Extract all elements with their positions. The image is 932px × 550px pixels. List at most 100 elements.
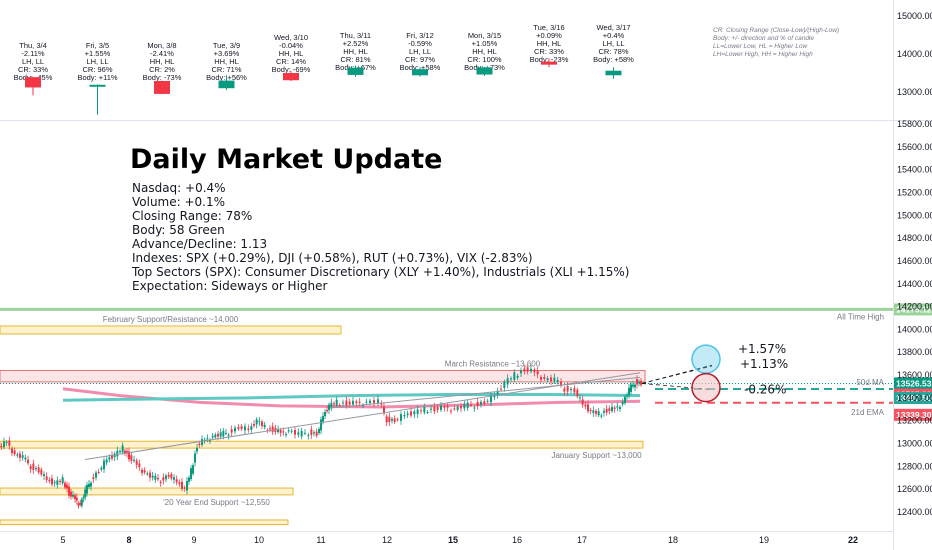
- price-candle-body: [540, 377, 542, 380]
- page-title: Daily Market Update: [130, 144, 442, 175]
- price-candle-body: [576, 389, 579, 397]
- ema21-price-tag-label: 13339.30: [896, 410, 932, 420]
- day-summary-line: Mon, 3/8: [147, 41, 176, 50]
- price-candle-body: [516, 375, 519, 378]
- price-tick-label: 14200.00: [897, 302, 932, 312]
- price-candle-body: [300, 430, 303, 437]
- price-candle-body: [116, 450, 119, 457]
- price-candle-body: [53, 482, 56, 484]
- trend-line: [329, 376, 641, 409]
- price-candle-body: [151, 475, 154, 478]
- all-time-high-price-tag: [894, 303, 932, 316]
- price-zone: [0, 369, 646, 383]
- price-candle-body: [48, 480, 51, 482]
- price-candle-body: [29, 466, 32, 470]
- price-tick-label: 15000.00: [897, 11, 932, 21]
- price-candle-body: [203, 439, 206, 441]
- price-candle-body: [476, 401, 479, 407]
- price-candle-body: [383, 406, 385, 414]
- price-candle-body: [315, 431, 318, 436]
- price-candle-body: [227, 434, 230, 436]
- price-candle-body: [563, 388, 566, 392]
- price-candle-body: [196, 447, 198, 452]
- price-candle-body: [433, 406, 436, 412]
- day-summary-line: LH, LL: [86, 57, 108, 66]
- price-candle-body: [430, 408, 432, 410]
- price-candle-body: [510, 378, 512, 380]
- price-candle-body: [82, 497, 85, 499]
- day-summary-line: LH, LL: [409, 47, 431, 56]
- price-candle-body: [619, 407, 621, 409]
- price-candle-body: [313, 432, 315, 434]
- day-summary-line: HH, HL: [537, 39, 562, 48]
- price-candle-body: [282, 431, 285, 433]
- price-candle-body: [570, 388, 572, 391]
- price-candle-body: [324, 412, 326, 417]
- price-candle-body: [613, 407, 616, 409]
- price-candle-body: [456, 406, 459, 410]
- price-candle-body: [130, 455, 133, 461]
- price-candle-body: [103, 460, 105, 470]
- time-axis: 5 8 9 10 11 12 15 16 17 18 19 22: [60, 535, 858, 545]
- price-candle-body: [396, 419, 399, 421]
- price-candle-body: [362, 405, 364, 407]
- day-summary-line: -0.04%: [279, 41, 303, 50]
- price-candle-body: [533, 369, 536, 373]
- price-candle-body: [391, 418, 393, 421]
- price-candle-body: [201, 439, 203, 445]
- price-candle-body: [380, 403, 383, 405]
- day-summary-line: CR: 2%: [149, 65, 175, 74]
- price-candle-body: [190, 468, 192, 480]
- price-candle-body: [198, 443, 201, 445]
- summary-line: Volume: +0.1%: [132, 195, 225, 209]
- price-candle-body: [608, 408, 611, 412]
- day-summary-line: +3.69%: [214, 49, 240, 58]
- price-candle-body: [128, 451, 130, 460]
- price-candle-body: [66, 484, 68, 489]
- price-candle-body: [80, 499, 83, 506]
- nasdaq-price-series: [0, 364, 642, 509]
- price-candle-body: [443, 406, 446, 408]
- candle-body: [605, 70, 622, 76]
- day-summary-line: -2.41%: [150, 49, 174, 58]
- price-tick-label: 14600.00: [897, 256, 932, 266]
- price-candle-body: [45, 476, 48, 481]
- time-tick-label: 16: [512, 535, 522, 545]
- time-tick-label: 9: [191, 535, 196, 545]
- day-summary-line: Thu, 3/11: [340, 31, 371, 40]
- price-zone: [0, 440, 644, 449]
- time-tick-label: 17: [577, 535, 587, 545]
- price-candle-body: [56, 480, 59, 485]
- price-candle-body: [37, 467, 40, 473]
- price-candle-body: [320, 419, 322, 431]
- day-summary-line: CR: 81%: [340, 55, 370, 64]
- day-summary-line: Tue, 3/9: [213, 41, 240, 50]
- price-zone: [0, 487, 294, 496]
- price-candle-body: [170, 474, 173, 479]
- price-tick-label: 15000.00: [897, 210, 932, 220]
- ema21-label: 21d EMA: [851, 408, 885, 417]
- price-candle-body: [611, 406, 613, 412]
- price-projections: +1.57%+1.13% -0.26%: [641, 342, 788, 403]
- ma50-label: 50d MA: [856, 378, 884, 387]
- day-summary-line: CR: 33%: [18, 65, 48, 74]
- legend-note-line: LL=Lower Low, HL = Higher Low: [713, 43, 808, 50]
- price-candle-body: [603, 410, 605, 413]
- last-price-tag: [894, 377, 932, 390]
- price-candle-body: [530, 368, 532, 372]
- price-candle-body: [27, 459, 29, 464]
- price-tick-label: 14000.00: [897, 324, 932, 334]
- legend-note-line: LH=Lower High, HH = Higher High: [713, 51, 813, 58]
- day-summary-line: CR: 97%: [405, 55, 435, 64]
- summary-line: Closing Range: 78%: [132, 209, 252, 223]
- price-candle-body: [181, 481, 183, 489]
- price-candle-body: [310, 429, 313, 435]
- price-tick-label: 13800.00: [897, 347, 932, 357]
- day-summary-line: LH, LL: [22, 57, 44, 66]
- price-candle-body: [490, 395, 492, 403]
- day-summary-line: Fri, 3/5: [86, 41, 109, 50]
- price-candle-body: [68, 486, 70, 496]
- price-candle-body: [400, 414, 402, 421]
- price-candle-body: [138, 463, 141, 468]
